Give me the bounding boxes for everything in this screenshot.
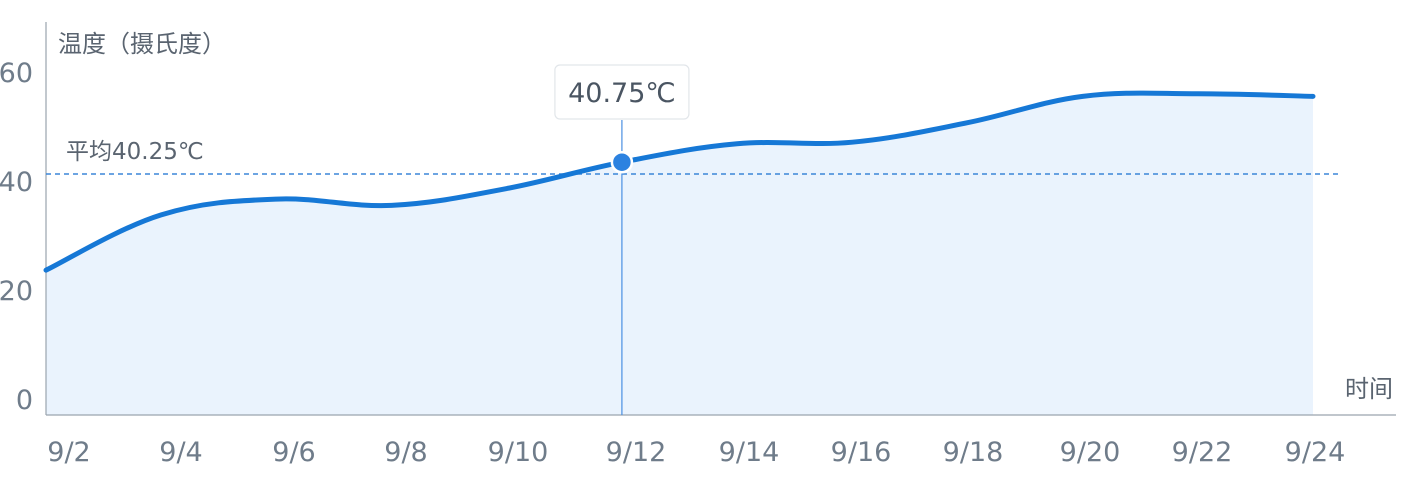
temperature-line — [43, 90, 1316, 273]
x-tick-label: 9/8 — [384, 437, 427, 468]
x-tick-label: 9/6 — [272, 437, 315, 468]
x-tick-label: 9/16 — [831, 437, 892, 468]
tooltip-value: 40.75℃ — [568, 78, 676, 109]
y-tick-label: 40 — [0, 167, 33, 198]
y-tick-label: 20 — [0, 276, 33, 307]
y-tick-labels: 0 20 40 60 — [0, 58, 33, 416]
x-tick-labels: 9/2 9/4 9/6 9/8 9/10 9/12 9/14 9/16 9/18 9/20 9/22… — [47, 437, 1345, 468]
x-tick-label: 9/24 — [1285, 437, 1346, 468]
hover-point-marker[interactable] — [610, 150, 634, 174]
x-tick-label: 9/10 — [488, 437, 549, 468]
tooltip: 40.75℃ — [554, 64, 690, 120]
x-tick-label: 9/2 — [47, 437, 90, 468]
area-fill — [46, 93, 1313, 415]
y-tick-label: 60 — [0, 58, 33, 89]
x-tick-label: 9/22 — [1172, 437, 1233, 468]
y-axis-title: 温度（摄氏度） — [58, 30, 226, 58]
x-tick-label: 9/20 — [1060, 437, 1121, 468]
x-axis-title: 时间 — [1345, 375, 1393, 403]
x-tick-label: 9/14 — [719, 437, 780, 468]
x-tick-label: 9/12 — [606, 437, 667, 468]
tooltip-box — [554, 64, 690, 120]
y-tick-label: 0 — [16, 385, 33, 416]
x-tick-label: 9/4 — [159, 437, 202, 468]
average-reference-label: 平均40.25℃ — [66, 139, 204, 165]
x-tick-label: 9/18 — [943, 437, 1004, 468]
